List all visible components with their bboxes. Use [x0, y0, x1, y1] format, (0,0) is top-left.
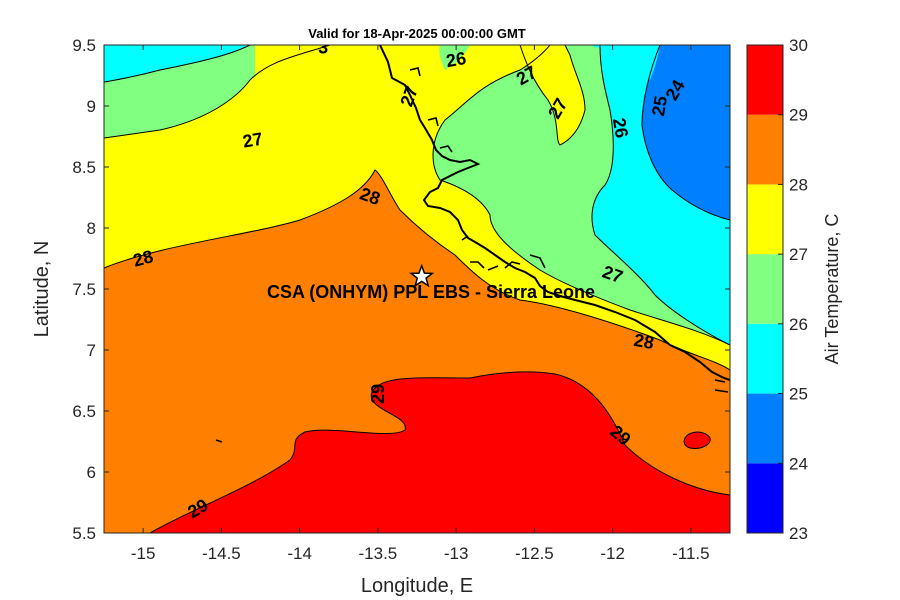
contour-band-29-spot [684, 432, 711, 449]
colorbar-band-25 [747, 323, 783, 394]
contour-band-26-sw-tail [439, 45, 470, 70]
x-axis-label: Longitude, E [361, 575, 473, 597]
contour-label: 3 [318, 37, 328, 57]
colorbar-tick-label: 23 [789, 524, 808, 543]
y-tick-label: 8 [87, 219, 96, 238]
coastline [379, 45, 730, 381]
contour-band-27-north [255, 45, 440, 85]
x-tick-label: -13.5 [359, 544, 398, 563]
colorbar-tick-label: 28 [789, 175, 808, 194]
colorbar-tick-label: 27 [789, 245, 808, 264]
coastline-islands [215, 67, 729, 443]
contour-label: 26 [609, 116, 632, 139]
y-tick-label: 8.5 [72, 158, 96, 177]
colorbar-tick-label: 29 [789, 106, 808, 125]
colorbar-band-27 [747, 184, 783, 255]
colorbar-band-29 [747, 45, 783, 115]
x-tick-label: -13 [444, 544, 469, 563]
colorbar-band-23 [747, 463, 783, 533]
contour-band-29-corner [718, 510, 730, 533]
contour-band-25-top [590, 45, 660, 80]
colorbar-band-28 [747, 114, 783, 185]
colorbar-tick-label: 25 [789, 385, 808, 404]
x-tick-label: -11.5 [672, 544, 710, 563]
x-tick-label: -14 [287, 544, 312, 563]
colorbar-label: Air Temperature, C [822, 214, 842, 365]
x-tick-label: -14.5 [202, 544, 241, 563]
colorbar-tick-label: 24 [789, 454, 808, 473]
colorbar-tick-label: 26 [789, 315, 808, 334]
y-tick-label: 7 [87, 341, 96, 360]
contour-label: 26 [445, 48, 468, 71]
y-tick-label: 5.5 [72, 524, 96, 543]
y-tick-label: 9 [87, 97, 96, 116]
contour-label: 25 [648, 94, 671, 117]
x-tick-label: -15 [131, 544, 156, 563]
y-axis-label: Latitude, N [31, 241, 53, 338]
contour-label: 28 [632, 330, 655, 353]
station-label: CSA (ONHYM) PPL EBS - Sierra Leone [267, 282, 595, 302]
y-tick-label: 6 [87, 463, 96, 482]
y-tick-label: 7.5 [72, 280, 96, 299]
y-axis-ticks: 5.5 6 6.5 7 7.5 8 8.5 9 9.5 [72, 36, 730, 543]
contour-band-27-island [520, 45, 585, 145]
colorbar-band-26 [747, 254, 783, 324]
colorbar-tick-label: 30 [789, 36, 808, 55]
map-title: Valid for 18-Apr-2025 00:00:00 GMT [308, 26, 526, 41]
colorbar-band-24 [747, 393, 783, 464]
y-tick-label: 6.5 [72, 402, 96, 421]
contour-label: 29 [368, 384, 388, 404]
colorbar: 23 24 25 26 27 28 29 30 [746, 36, 808, 543]
contour-band-29 [150, 371, 730, 533]
x-axis-ticks: -15 -14.5 -14 -13.5 -13 -12.5 -12 -11.5 [131, 45, 710, 563]
station-marker-star[interactable] [409, 263, 435, 288]
y-tick-label: 9.5 [72, 36, 96, 55]
contour-label: 27 [241, 129, 264, 152]
contour-band-23-core [681, 57, 730, 170]
x-tick-label: -12.5 [515, 544, 554, 563]
x-tick-label: -12 [600, 544, 625, 563]
contour-band-25-nw [104, 45, 250, 82]
colorbar-frame [746, 44, 784, 534]
contour-lines [104, 45, 730, 533]
